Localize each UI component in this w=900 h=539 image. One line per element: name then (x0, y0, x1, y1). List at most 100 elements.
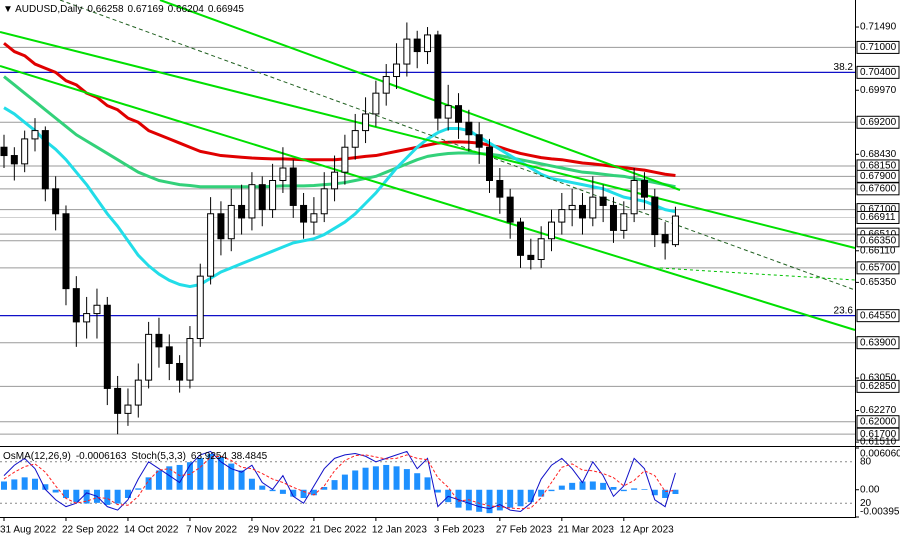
price-label-box (856, 261, 900, 275)
osma-bar (217, 456, 224, 490)
osma-bar (21, 477, 28, 490)
quote-high: 0.67169 (128, 4, 165, 15)
osma-bar (31, 478, 38, 490)
candle-body (62, 213, 70, 290)
osma-bar (589, 481, 596, 490)
x-tick-label: 12 Apr 2023 (620, 525, 674, 536)
x-tick-label: 22 Sep 2022 (62, 525, 119, 536)
osma-bar (73, 489, 80, 503)
candle-body (10, 155, 18, 165)
price-label: 0.66510 (860, 229, 897, 240)
candle-body (661, 234, 669, 244)
candle-body (537, 238, 545, 261)
x-tick-label: 12 Jan 2023 (372, 525, 427, 536)
osma-bar (507, 489, 514, 508)
osma-bar (631, 488, 638, 490)
candle-body (103, 304, 111, 389)
osma-bar (486, 489, 493, 514)
osma-bar (176, 464, 183, 490)
candle-body (238, 204, 246, 219)
osma-bar (434, 489, 441, 493)
candle-body (475, 134, 483, 148)
symbol: AUDUSD,Daily (15, 4, 82, 15)
osma-bar (569, 482, 576, 490)
indicator-header: OsMA(12,26,9) -0.0006163 Stoch(5,3,3) 63.92… (3, 451, 268, 462)
mid-trend-line (59, 0, 856, 291)
osma-bar (620, 489, 627, 492)
price-label: 0.63900 (860, 337, 897, 348)
y-tick-label: 0.71490 (860, 22, 897, 33)
osma-bar (548, 489, 555, 492)
candle-body (289, 167, 297, 206)
y2-tick-label: 80 (860, 456, 872, 467)
candle-body (671, 215, 679, 246)
price-label: 0.66350 (860, 235, 897, 246)
x-tick-label: 14 Oct 2022 (124, 525, 179, 536)
x-tick-label: 21 Dec 2022 (310, 525, 367, 536)
osma-bar (145, 477, 152, 490)
osma-bar (279, 489, 286, 494)
y-tick-label: 0.00 (860, 484, 880, 495)
indicator-name: OsMA(12,26,9) (3, 451, 71, 462)
osma-bar (600, 482, 607, 490)
price-label: 0.61700 (860, 429, 897, 440)
y-tick-label: 0.65350 (860, 277, 897, 288)
candle-body (93, 304, 101, 315)
osma-bar (383, 464, 390, 490)
osma-bar (331, 480, 338, 490)
osma-bar (290, 489, 297, 497)
candle-body (372, 92, 380, 115)
candle-body (341, 146, 349, 173)
osma-bar (558, 485, 565, 490)
candle-body (455, 105, 463, 123)
osma-bar (259, 485, 266, 490)
osma-bar (527, 489, 534, 503)
stoch-line (3, 450, 676, 513)
price-label: 0.62000 (860, 416, 897, 427)
candle-body (609, 204, 617, 231)
levels: 38.2 23.6 (0, 46, 855, 435)
candle-body (186, 338, 194, 381)
candle-body (465, 121, 473, 136)
candle-body (155, 333, 163, 348)
candle-body (413, 38, 421, 53)
osma-bar (83, 489, 90, 504)
x-tick-label: 3 Feb 2023 (434, 525, 485, 536)
indicator-value: 38.4845 (231, 451, 268, 462)
price-label-box (856, 210, 900, 224)
candle-body (21, 138, 29, 165)
osma-bar (496, 489, 503, 511)
quote-open: 0.66258 (87, 4, 124, 15)
candle-body (300, 204, 308, 223)
osma-bar (641, 489, 648, 490)
osma-bar (166, 466, 173, 490)
candle-body (227, 204, 235, 240)
osma-bar (269, 489, 276, 492)
y-tick-label: 0.63050 (860, 373, 897, 384)
trend-line (0, 31, 856, 249)
moving-average (3, 42, 676, 177)
y-tick-label: -0.003956 (860, 507, 900, 518)
candle-body (506, 196, 514, 223)
y-tick-label: 0.69970 (860, 85, 897, 96)
osma-bar (11, 479, 18, 490)
x-tick-label: 31 Aug 2022 (0, 525, 57, 536)
osma-bar (610, 486, 617, 490)
oscillator-panel (0, 450, 855, 514)
price-label: 0.67600 (860, 183, 897, 194)
osma-bar (662, 489, 669, 499)
osma-bar (372, 466, 379, 490)
candle-body (424, 34, 432, 53)
price-label-box (856, 336, 900, 350)
candle-body (599, 196, 607, 206)
osma-bar (207, 453, 214, 490)
osma-bar (197, 458, 204, 490)
indicator-value: -0.0006163 (76, 451, 127, 462)
candle-body (258, 184, 266, 211)
osma-bar (672, 489, 679, 494)
candle-body (41, 130, 49, 190)
trend-channel (0, 0, 856, 331)
price-label: 0.68150 (860, 161, 897, 172)
price-label-box (856, 182, 900, 196)
